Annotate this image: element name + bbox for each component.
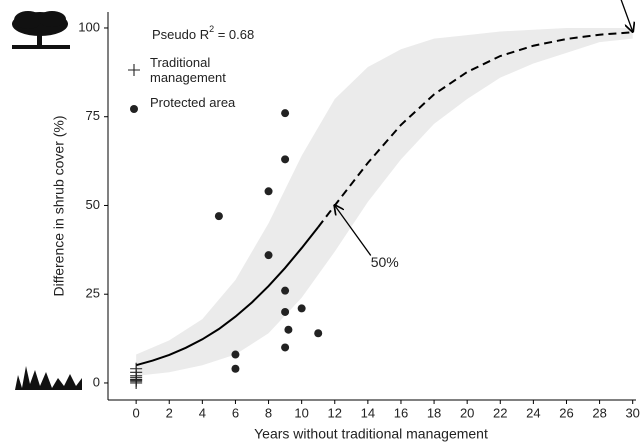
fit-line [317, 31, 633, 228]
x-tick-label: 28 [592, 405, 606, 420]
x-tick-label: 4 [199, 405, 206, 420]
confidence-band [136, 27, 633, 376]
fit-line [135, 226, 319, 367]
point [281, 109, 290, 118]
point [297, 304, 306, 313]
x-tick-label: 2 [166, 405, 173, 420]
y-tick-label: 0 [93, 374, 100, 389]
point [264, 251, 273, 260]
point [214, 212, 223, 221]
y-axis-title: Difference in shrub cover (%) [51, 115, 67, 296]
legend-marker [128, 64, 140, 76]
x-tick-label: 0 [133, 405, 140, 420]
r2-label: Pseudo R2 = 0.68 [152, 24, 254, 42]
grass-icon [15, 366, 82, 390]
y-tick-label: 50 [86, 197, 100, 212]
legend-marker [130, 105, 138, 113]
point [281, 307, 290, 316]
point [231, 364, 240, 373]
point [130, 374, 143, 387]
legend-label: Protected area [150, 95, 236, 110]
tree-icon [12, 11, 70, 49]
r2-rest: = 0.68 [214, 27, 254, 42]
point [281, 343, 290, 352]
x-tick-label: 26 [559, 405, 573, 420]
x-tick-label: 12 [328, 405, 342, 420]
y-tick-label: 100 [78, 19, 100, 34]
point [130, 362, 143, 375]
legend-label: Traditional management [150, 55, 226, 85]
point [314, 329, 323, 338]
r2-sup: 2 [209, 24, 214, 34]
point [281, 155, 290, 164]
x-tick-label: 30 [625, 405, 639, 420]
x-tick-label: 16 [394, 405, 408, 420]
point [264, 187, 273, 196]
r2-text: Pseudo R [152, 27, 209, 42]
point [284, 325, 293, 334]
point [281, 286, 290, 295]
x-tick-label: 24 [526, 405, 540, 420]
x-tick-label: 10 [294, 405, 308, 420]
x-tick-label: 6 [232, 405, 239, 420]
x-axis-title: Years without traditional management [254, 426, 488, 442]
x-tick-label: 22 [493, 405, 507, 420]
x-tick-label: 20 [460, 405, 474, 420]
annotation-arrow [620, 0, 633, 32]
y-tick-label: 25 [86, 286, 100, 301]
annotation-arrow [335, 205, 372, 256]
x-tick-label: 8 [265, 405, 272, 420]
point [231, 350, 240, 359]
x-tick-label: 14 [361, 405, 375, 420]
x-tick-label: 18 [427, 405, 441, 420]
annotation-label: 50% [371, 254, 399, 270]
y-tick-label: 75 [86, 108, 100, 123]
